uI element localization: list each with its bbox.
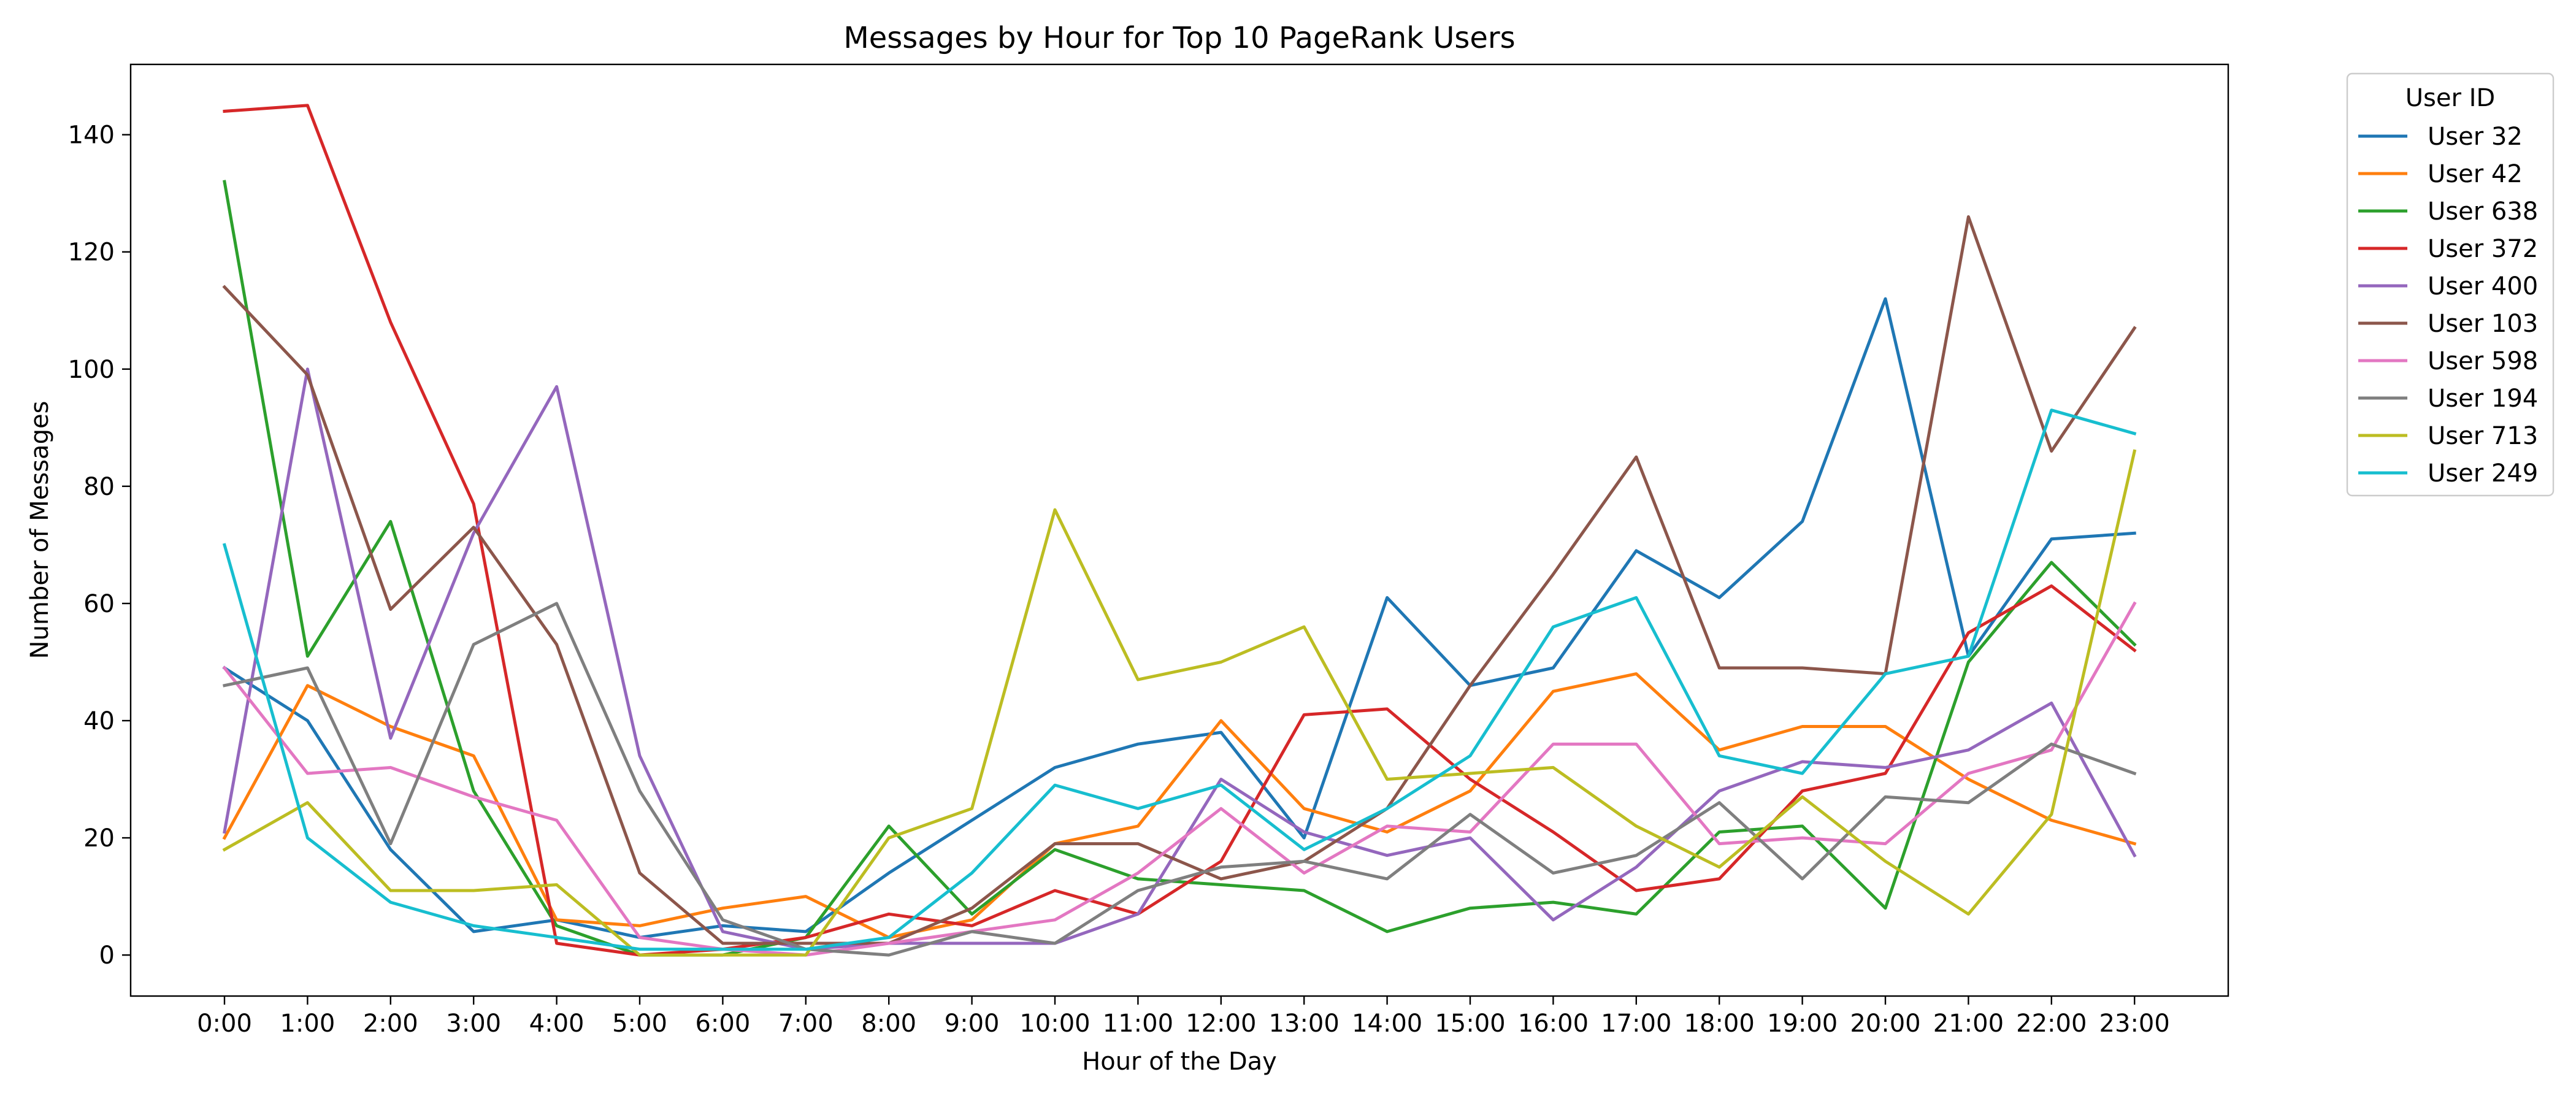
legend-item: User 598 [2358,347,2538,375]
x-tick-label: 3:00 [446,1010,501,1038]
x-tick-label: 16:00 [1518,1010,1589,1038]
y-tick-label: 140 [68,121,115,150]
legend-label: User 32 [2428,123,2523,151]
y-axis: 0 20 40 60 80 100 120 140 [68,121,131,970]
legend-box [2346,72,2555,497]
x-tick-label: 23:00 [2099,1010,2170,1038]
x-tick-label: 19:00 [1767,1010,1838,1038]
series-line-user-42 [222,672,2137,939]
x-tick-label: 14:00 [1352,1010,1422,1038]
x-axis: 0:00 1:00 2:00 3:00 4:00 5:00 6:00 7:00 8:00 9:00… [197,996,2170,1038]
legend-label: User 598 [2428,347,2538,375]
x-tick-label: 2:00 [363,1010,418,1038]
legend-label: User 400 [2428,272,2538,301]
y-tick-label: 60 [83,590,115,618]
legend-item: User 194 [2358,385,2538,413]
x-axis-label: Hour of the Day [1082,1048,1277,1076]
series-line-user-32 [222,297,2136,939]
x-tick-label: 10:00 [1019,1010,1090,1038]
y-axis-label: Number of Messages [26,401,54,659]
series-line-user-103 [222,215,2137,945]
legend-label: User 194 [2428,385,2538,413]
legend-items: User 32 User 42 User 638 User 372 User 400 Us… [2358,123,2538,488]
legend-item: User 400 [2358,272,2538,301]
y-tick-label: 20 [83,824,115,853]
x-tick-label: 18:00 [1684,1010,1755,1038]
x-tick-label: 20:00 [1850,1010,1920,1038]
series-line-user-372 [223,104,2137,957]
legend-label: User 638 [2428,197,2538,226]
legend-item: User 42 [2358,160,2523,188]
y-tick-label: 40 [83,707,115,735]
y-tick-label: 100 [68,356,115,384]
chart-title: Messages by Hour for Top 10 PageRank Use… [843,21,1515,55]
y-tick-label: 120 [68,239,115,267]
plot-area [129,63,2229,997]
legend-item: User 638 [2358,197,2538,226]
x-tick-label: 7:00 [778,1010,834,1038]
x-tick-label: 6:00 [695,1010,750,1038]
x-tick-label: 17:00 [1601,1010,1671,1038]
x-tick-label: 0:00 [197,1010,252,1038]
x-tick-label: 22:00 [2016,1010,2087,1038]
x-tick-label: 12:00 [1186,1010,1256,1038]
x-tick-label: 8:00 [861,1010,916,1038]
x-tick-label: 9:00 [945,1010,1000,1038]
series-line-user-400 [223,367,2137,951]
x-tick-label: 1:00 [280,1010,335,1038]
x-tick-label: 5:00 [612,1010,667,1038]
legend-item: User 249 [2358,459,2538,488]
y-tick-label: 80 [83,473,115,501]
x-tick-label: 21:00 [1933,1010,2004,1038]
series-line-user-713 [222,449,2137,957]
legend-label: User 249 [2428,459,2538,488]
series-layer [222,104,2137,957]
legend-item: User 372 [2358,235,2538,263]
x-tick-label: 11:00 [1103,1010,1173,1038]
x-tick-label: 15:00 [1435,1010,1505,1038]
series-line-user-598 [222,601,2137,957]
x-tick-label: 4:00 [529,1010,585,1038]
legend-label: User 713 [2428,422,2538,450]
legend-item: User 103 [2358,310,2538,338]
series-line-user-194 [223,602,2137,957]
series-line-user-249 [222,408,2137,951]
legend-label: User 372 [2428,235,2538,263]
legend-title: User ID [2405,84,2495,112]
legend-label: User 42 [2428,160,2523,188]
legend-label: User 103 [2428,310,2538,338]
legend-item: User 32 [2358,123,2523,151]
x-tick-label: 13:00 [1269,1010,1340,1038]
plot-frame [129,63,2229,997]
legend-item: User 713 [2358,422,2538,450]
y-tick-label: 0 [99,941,115,970]
